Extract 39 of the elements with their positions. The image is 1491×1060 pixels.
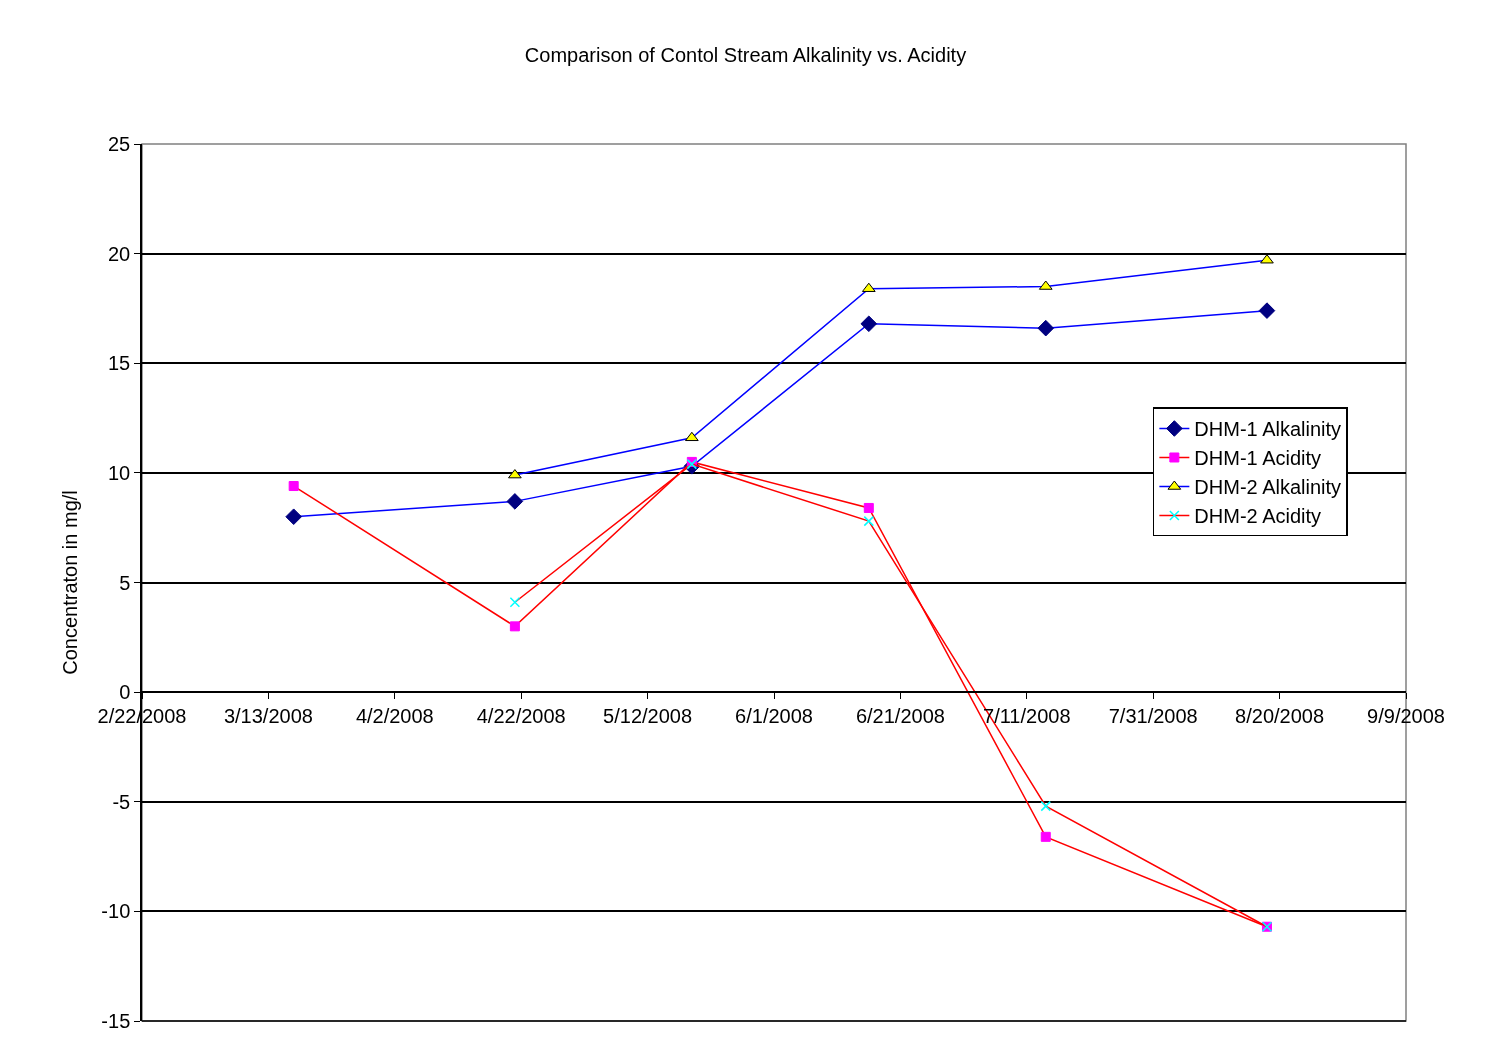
point — [288, 481, 299, 492]
point — [1037, 319, 1055, 337]
legend-label: DHM-1 Acidity — [1194, 447, 1322, 470]
chart-title: Comparison of Contol Stream Alkalinity vs. Acidity — [524, 43, 967, 66]
x-tick-label: 6/1/2008 — [735, 704, 813, 727]
point — [1040, 831, 1051, 842]
y-tick-label: 20 — [108, 242, 131, 265]
y-tick-label: 10 — [108, 461, 131, 484]
x-tick-label: 9/9/2008 — [1367, 704, 1445, 727]
point — [1040, 800, 1052, 812]
point — [285, 508, 302, 526]
point — [684, 431, 699, 442]
point — [509, 621, 520, 632]
y-axis-title: Concentraton in mg/l — [59, 490, 82, 675]
legend-label: DHM-2 Acidity — [1194, 505, 1322, 528]
point — [863, 515, 875, 527]
x-tick-label: 6/21/2008 — [855, 704, 945, 727]
y-tick-label: 0 — [119, 681, 131, 704]
x-tick-label: 7/31/2008 — [1108, 704, 1198, 727]
y-tick-label: 25 — [108, 133, 131, 155]
point — [508, 469, 522, 479]
y-tick-label: 5 — [119, 571, 131, 594]
legend-label: DHM-1 Alkalinity — [1194, 418, 1342, 441]
y-tick-label: -5 — [112, 790, 131, 813]
point — [1260, 254, 1274, 264]
y-tick-label: -15 — [101, 1010, 131, 1032]
point — [860, 315, 878, 333]
x-tick-label: 5/12/2008 — [603, 704, 693, 727]
legend-label: DHM-2 Alkalinity — [1194, 476, 1342, 499]
point — [863, 502, 874, 513]
x-tick-label: 3/13/2008 — [223, 704, 313, 727]
point — [1258, 302, 1276, 319]
x-tick-label: 8/20/2008 — [1235, 704, 1325, 727]
x-tick-label: 4/2/2008 — [355, 704, 434, 727]
point — [509, 596, 521, 608]
y-tick-label: -10 — [101, 900, 131, 923]
point — [506, 493, 524, 510]
y-tick-label: 15 — [108, 352, 131, 375]
x-tick-label: 4/22/2008 — [476, 704, 566, 727]
